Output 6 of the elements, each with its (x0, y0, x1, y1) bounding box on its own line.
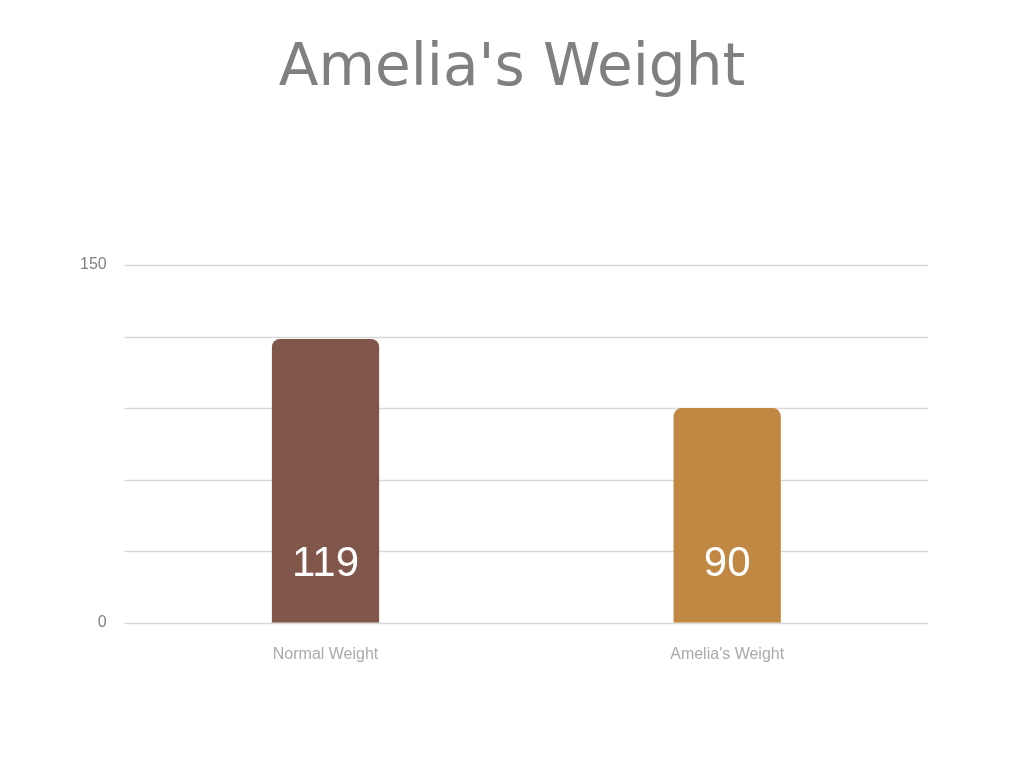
data-label: 119 (292, 538, 360, 586)
x-tick-label: Normal Weight (272, 644, 379, 662)
y-tick-label: 150 (79, 255, 107, 273)
data-label: 90 (703, 538, 751, 586)
y-tick-label: 0 (97, 613, 107, 631)
chart-title: Amelia's Weight (278, 31, 746, 100)
